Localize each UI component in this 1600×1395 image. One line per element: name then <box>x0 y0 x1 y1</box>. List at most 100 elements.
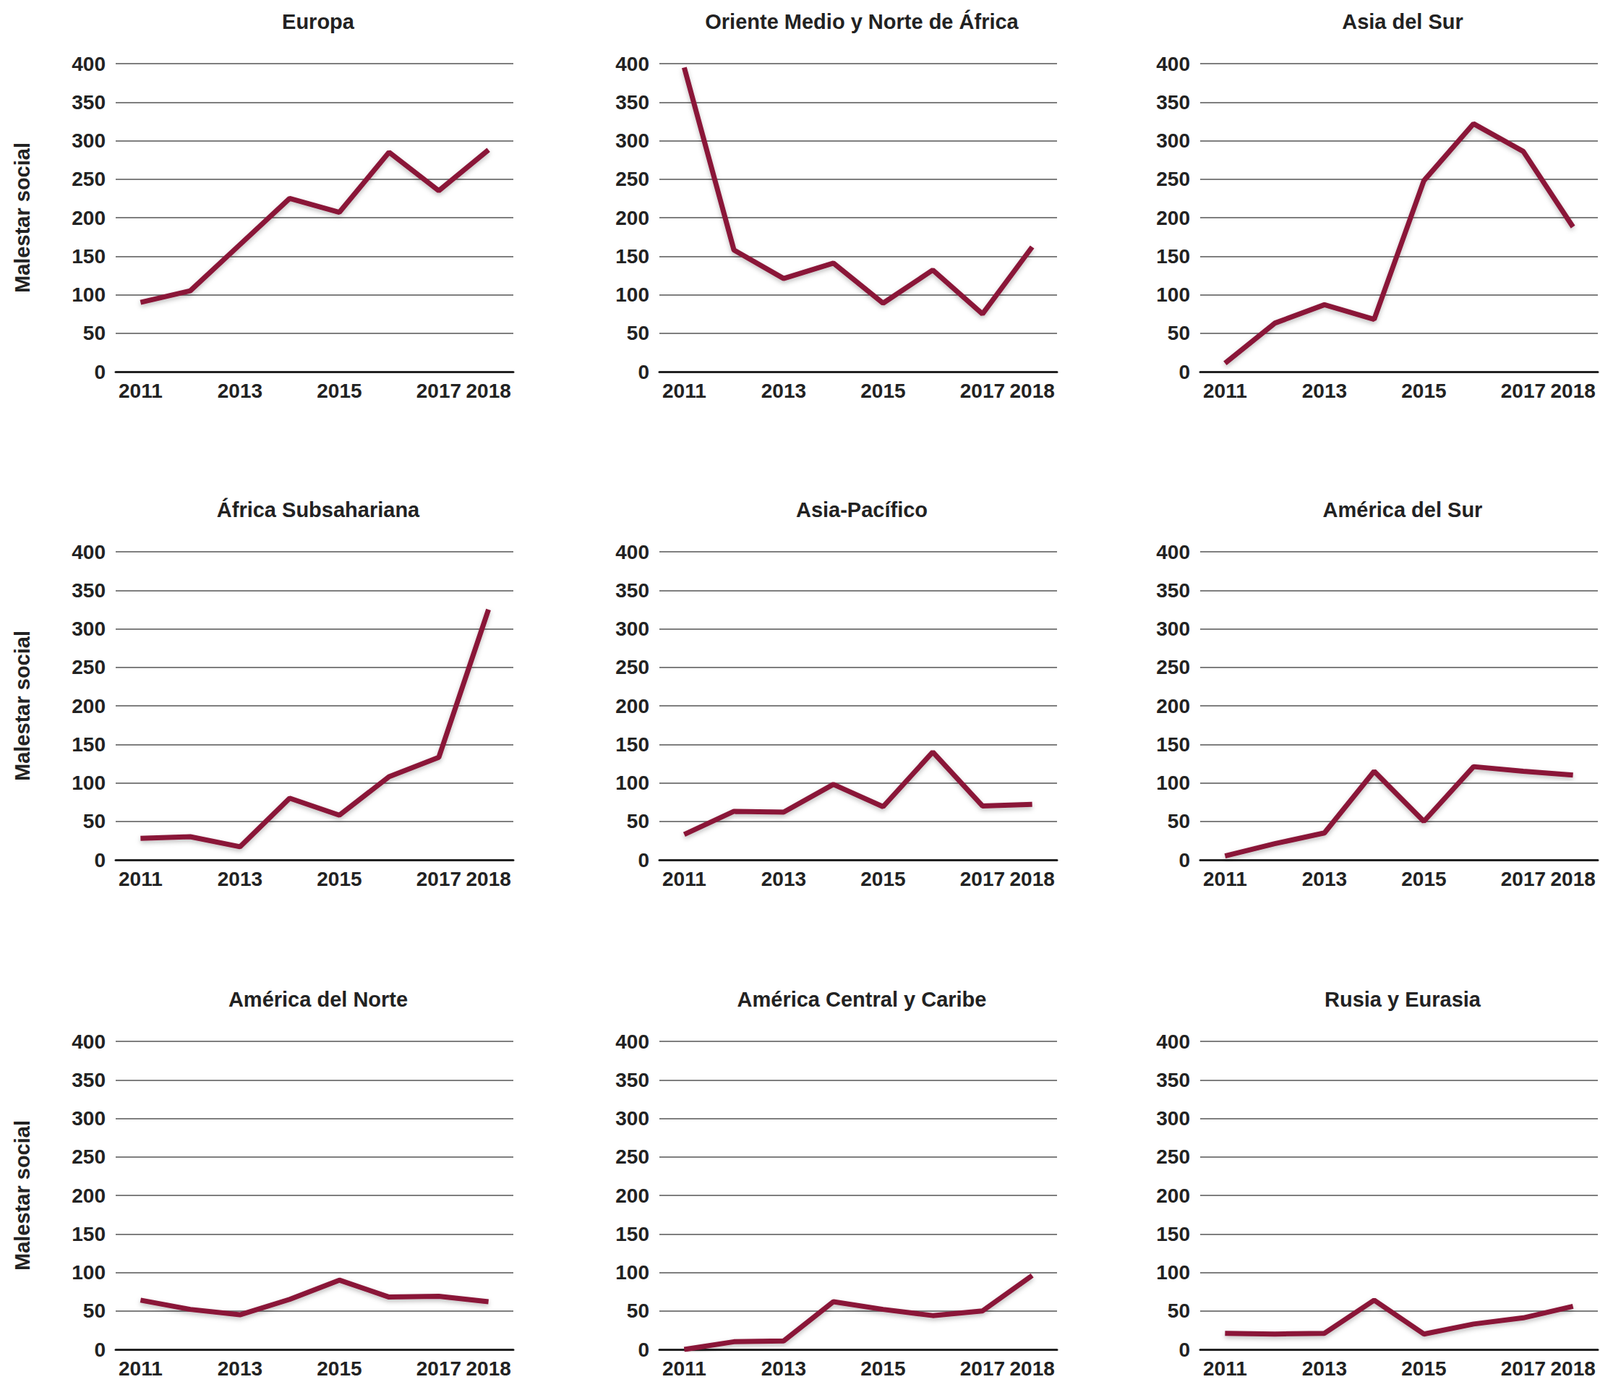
svg-text:100: 100 <box>615 1260 650 1284</box>
svg-text:2015: 2015 <box>860 867 906 891</box>
svg-text:2018: 2018 <box>1550 867 1595 891</box>
svg-text:100: 100 <box>71 771 106 794</box>
svg-text:350: 350 <box>615 91 650 114</box>
svg-text:África Subsahariana: África Subsahariana <box>216 497 421 522</box>
svg-text:Rusia y Eurasia: Rusia y Eurasia <box>1324 987 1482 1011</box>
svg-text:0: 0 <box>93 1338 106 1361</box>
svg-text:0: 0 <box>1178 848 1191 872</box>
svg-text:200: 200 <box>1156 694 1191 718</box>
svg-text:100: 100 <box>71 283 106 306</box>
svg-text:2017: 2017 <box>960 379 1005 402</box>
svg-text:2017: 2017 <box>416 1357 462 1380</box>
svg-text:2015: 2015 <box>316 1357 362 1380</box>
svg-text:400: 400 <box>71 52 106 76</box>
svg-text:250: 250 <box>1156 655 1191 679</box>
svg-text:2017: 2017 <box>960 1357 1005 1380</box>
svg-text:Oriente Medio y Norte de Áfric: Oriente Medio y Norte de África <box>704 9 1019 34</box>
svg-text:2017: 2017 <box>960 867 1005 891</box>
svg-text:400: 400 <box>615 52 650 76</box>
svg-text:2011: 2011 <box>118 867 163 891</box>
svg-text:América del Sur: América del Sur <box>1323 498 1483 522</box>
svg-text:400: 400 <box>71 1030 106 1053</box>
svg-text:2018: 2018 <box>465 1357 511 1380</box>
svg-text:2011: 2011 <box>662 379 707 402</box>
svg-text:2018: 2018 <box>465 867 511 891</box>
svg-text:250: 250 <box>71 167 106 191</box>
svg-text:50: 50 <box>1167 321 1191 345</box>
svg-text:2013: 2013 <box>761 867 807 891</box>
svg-text:2015: 2015 <box>316 379 362 402</box>
svg-text:2015: 2015 <box>860 379 906 402</box>
svg-text:100: 100 <box>615 771 650 794</box>
svg-text:100: 100 <box>1156 771 1191 794</box>
svg-text:100: 100 <box>1156 1260 1191 1284</box>
svg-text:0: 0 <box>637 848 650 872</box>
svg-text:300: 300 <box>1156 1106 1191 1130</box>
svg-text:2011: 2011 <box>1203 1357 1248 1380</box>
svg-text:150: 150 <box>1156 245 1191 268</box>
svg-text:América del Norte: América del Norte <box>228 987 408 1011</box>
svg-text:300: 300 <box>71 129 106 152</box>
svg-text:2013: 2013 <box>1302 867 1347 891</box>
svg-text:400: 400 <box>71 540 106 564</box>
svg-text:150: 150 <box>1156 1222 1191 1246</box>
svg-text:50: 50 <box>626 809 650 833</box>
svg-text:2018: 2018 <box>465 379 511 402</box>
svg-text:50: 50 <box>1167 1299 1191 1322</box>
svg-text:0: 0 <box>93 848 106 872</box>
svg-text:Malestar social: Malestar social <box>10 1119 34 1271</box>
svg-text:2017: 2017 <box>1500 867 1546 891</box>
svg-text:2011: 2011 <box>662 867 707 891</box>
svg-text:350: 350 <box>1156 579 1191 602</box>
svg-text:250: 250 <box>615 167 650 191</box>
svg-text:150: 150 <box>71 733 106 756</box>
svg-text:50: 50 <box>1167 809 1191 833</box>
svg-text:50: 50 <box>83 809 106 833</box>
svg-text:300: 300 <box>1156 129 1191 152</box>
svg-text:200: 200 <box>71 1184 106 1207</box>
svg-text:2017: 2017 <box>416 867 462 891</box>
svg-text:2018: 2018 <box>1009 1357 1055 1380</box>
svg-text:100: 100 <box>1156 283 1191 306</box>
svg-text:2011: 2011 <box>118 379 163 402</box>
svg-text:2013: 2013 <box>761 1357 807 1380</box>
svg-text:0: 0 <box>1178 1338 1191 1361</box>
svg-text:300: 300 <box>71 1106 106 1130</box>
svg-text:2017: 2017 <box>416 379 462 402</box>
svg-text:Asia del Sur: Asia del Sur <box>1341 10 1464 34</box>
svg-text:2013: 2013 <box>761 379 807 402</box>
svg-text:250: 250 <box>615 1145 650 1168</box>
svg-text:2011: 2011 <box>118 1357 163 1380</box>
svg-text:2013: 2013 <box>1302 379 1347 402</box>
svg-text:150: 150 <box>1156 733 1191 756</box>
svg-text:250: 250 <box>1156 1145 1191 1168</box>
svg-text:250: 250 <box>71 1145 106 1168</box>
svg-text:2015: 2015 <box>1401 1357 1447 1380</box>
svg-text:0: 0 <box>1178 360 1191 384</box>
svg-text:2018: 2018 <box>1550 1357 1595 1380</box>
svg-text:2013: 2013 <box>1302 1357 1347 1380</box>
svg-text:200: 200 <box>615 694 650 718</box>
svg-text:150: 150 <box>615 1222 650 1246</box>
svg-text:200: 200 <box>615 1184 650 1207</box>
svg-text:Europa: Europa <box>281 10 355 34</box>
svg-text:150: 150 <box>615 733 650 756</box>
svg-text:2018: 2018 <box>1009 867 1055 891</box>
svg-text:250: 250 <box>71 655 106 679</box>
svg-text:200: 200 <box>1156 1184 1191 1207</box>
svg-text:100: 100 <box>615 283 650 306</box>
svg-text:400: 400 <box>615 1030 650 1053</box>
svg-text:2013: 2013 <box>217 1357 263 1380</box>
svg-text:150: 150 <box>71 245 106 268</box>
svg-text:2018: 2018 <box>1550 379 1595 402</box>
svg-text:400: 400 <box>1156 1030 1191 1053</box>
svg-text:2015: 2015 <box>1401 379 1447 402</box>
svg-text:200: 200 <box>71 206 106 230</box>
svg-text:0: 0 <box>93 360 106 384</box>
svg-text:Asia-Pacífico: Asia-Pacífico <box>796 498 928 522</box>
svg-text:0: 0 <box>637 1338 650 1361</box>
svg-text:400: 400 <box>615 540 650 564</box>
svg-text:200: 200 <box>1156 206 1191 230</box>
svg-text:300: 300 <box>71 617 106 640</box>
svg-text:350: 350 <box>1156 91 1191 114</box>
